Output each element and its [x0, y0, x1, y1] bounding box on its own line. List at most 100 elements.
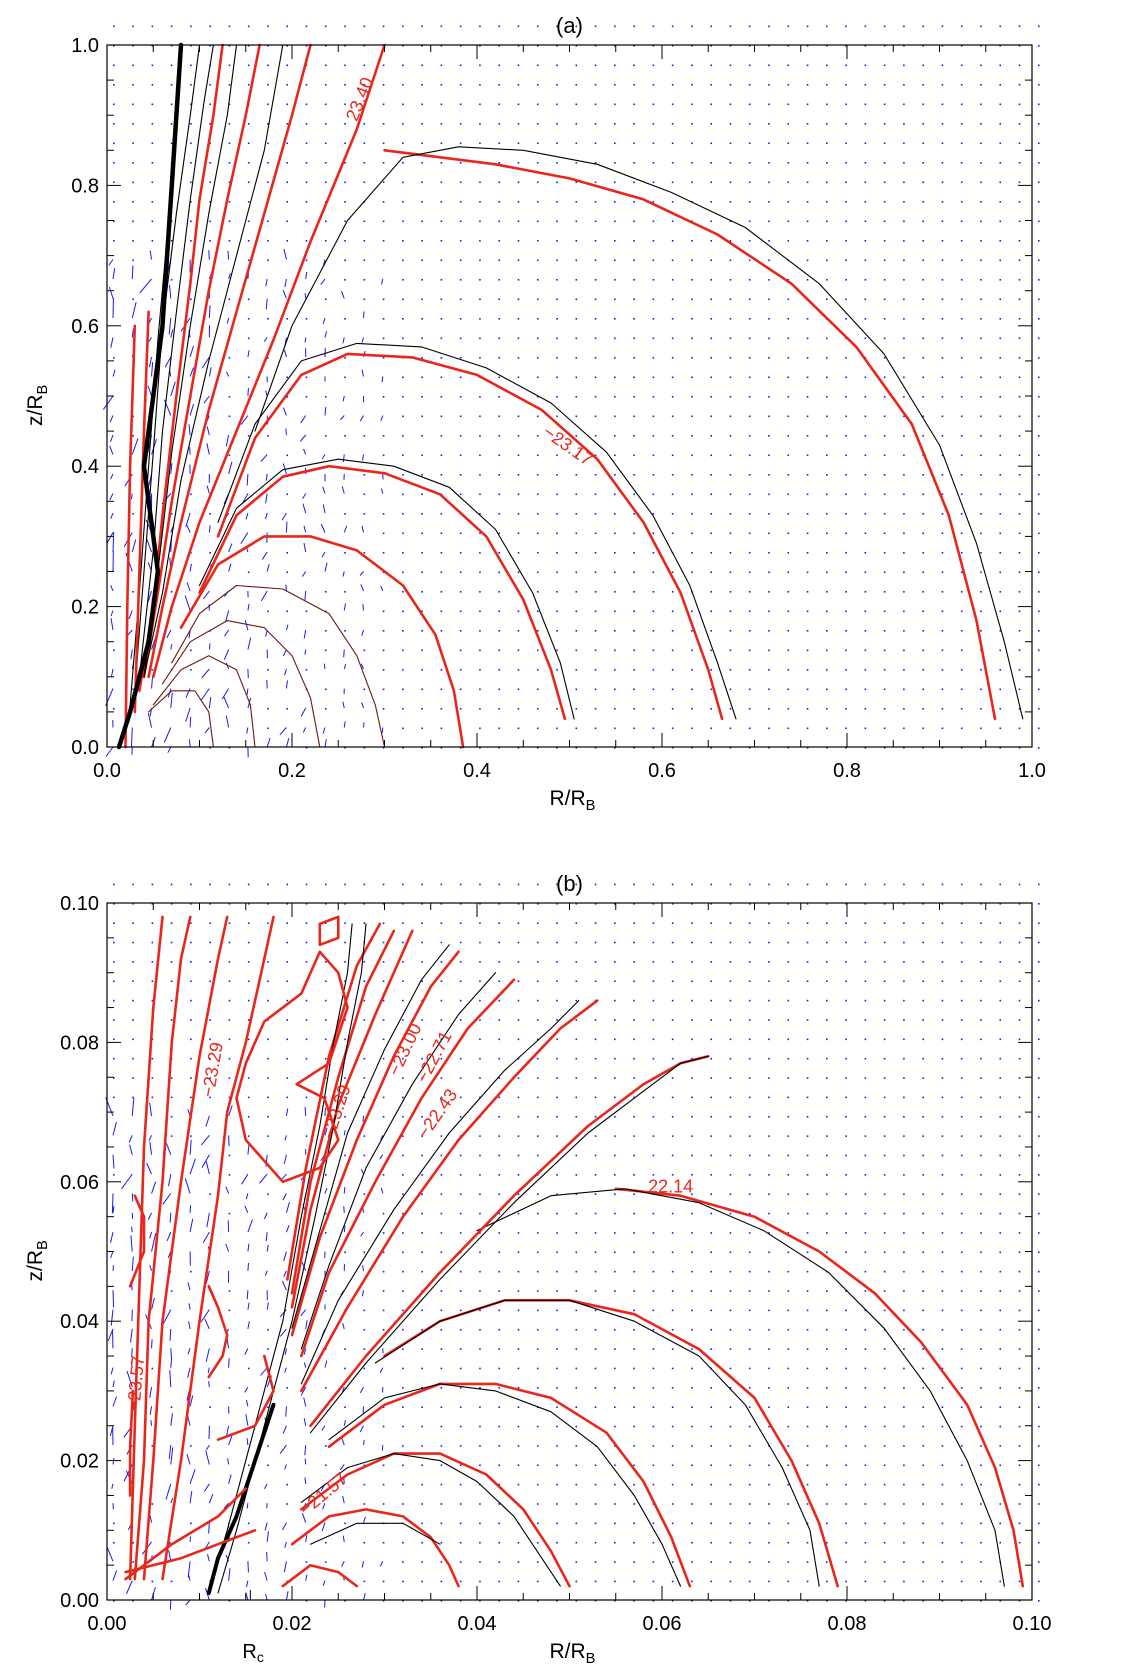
vector-dot [440, 747, 443, 749]
vector-dot [710, 220, 712, 223]
vector-dot [517, 435, 520, 437]
vector-dot [826, 1541, 828, 1544]
vector-dot [190, 941, 192, 944]
vector-dot [652, 1348, 655, 1350]
vector-dot [402, 961, 404, 963]
vector-dot [594, 25, 597, 28]
vector-dot [941, 747, 944, 749]
vector-dot [710, 961, 712, 963]
vector-dot [633, 1135, 635, 1137]
contour-line [133, 310, 150, 714]
vector-arrow [225, 1243, 230, 1252]
vector-dot [382, 298, 385, 301]
vector-dot [960, 1580, 963, 1583]
vector-dot [633, 532, 635, 535]
vector-dot [402, 162, 404, 164]
vector-dot [748, 376, 751, 379]
vector-dot [440, 1328, 443, 1331]
vector-dot [209, 220, 211, 223]
vector-dot [652, 1251, 655, 1254]
vector-dot [209, 45, 211, 47]
vector-dot [845, 1367, 847, 1370]
vector-dot [479, 84, 481, 86]
vector-dot [1038, 571, 1040, 574]
vector-arrow [128, 1135, 133, 1143]
vector-dot [1018, 1483, 1021, 1486]
vector-arrow [131, 1097, 135, 1117]
vector-dot [729, 922, 732, 924]
vector-dot [556, 1387, 558, 1389]
vector-field [102, 25, 1040, 758]
vector-dot [440, 376, 443, 379]
vector-dot [440, 630, 443, 632]
vector-dot [652, 474, 655, 476]
vector-dot [883, 337, 886, 340]
vector-dot [575, 747, 578, 749]
vector-dot [440, 1309, 443, 1312]
vector-dot [479, 1541, 481, 1544]
vector-dot [498, 903, 501, 905]
vector-dot [517, 123, 520, 125]
vector-dot [999, 45, 1002, 47]
vector-dot [710, 396, 712, 398]
vector-dot [903, 1600, 905, 1602]
vector-dot [941, 1212, 944, 1215]
vector-dot [652, 435, 655, 437]
vector-arrow [380, 585, 384, 592]
vector-dot [768, 1522, 770, 1525]
vector-dot [1018, 630, 1021, 632]
vector-dot [498, 1367, 501, 1370]
vector-dot [344, 1096, 346, 1099]
vector-dot [671, 1367, 674, 1370]
vector-dot [421, 1464, 423, 1467]
vector-dot [324, 922, 327, 924]
vector-dot [267, 727, 269, 730]
vector-dot [903, 1077, 905, 1079]
vector-dot [710, 1251, 712, 1254]
vector-dot [421, 1483, 423, 1486]
vector-dot [1038, 552, 1040, 554]
vector-dot [363, 142, 366, 145]
vector-dot [228, 123, 231, 125]
vector-dot [498, 552, 501, 554]
vector-dot [671, 591, 674, 593]
vector-dot [864, 181, 867, 184]
vector-arrow [205, 1161, 210, 1175]
vector-dot [960, 1251, 963, 1254]
vector-dot [768, 415, 770, 418]
vector-dot [267, 1077, 269, 1079]
vector-dot [402, 1251, 404, 1254]
vector-dot [999, 649, 1002, 652]
vector-dot [459, 708, 462, 710]
vector-arrow [189, 1469, 196, 1484]
vector-dot [459, 220, 462, 223]
vector-dot [729, 103, 732, 106]
vector-dot [363, 240, 366, 242]
vector-dot [536, 1503, 539, 1505]
x-axis-label-sub: B [586, 798, 596, 814]
vector-dot [999, 1309, 1002, 1312]
vector-dot [652, 571, 655, 574]
vector-dot [324, 64, 327, 67]
vector-dot [209, 903, 211, 905]
vector-arrow [149, 1406, 153, 1415]
vector-dot [479, 493, 481, 496]
vector-dot [402, 1464, 404, 1467]
vector-dot [787, 591, 790, 593]
vector-dot [575, 357, 578, 359]
vector-dot [440, 259, 443, 262]
vector-dot [826, 84, 828, 86]
vector-dot [922, 1174, 924, 1176]
vector-dot [999, 1464, 1002, 1467]
vector-dot [363, 961, 366, 963]
vector-dot [594, 883, 597, 886]
vector-dot [286, 162, 289, 164]
vector-dot [671, 922, 674, 924]
vector-dot [344, 630, 346, 632]
vector-dot [768, 220, 770, 223]
vector-dot [594, 220, 597, 223]
vector-dot [903, 1251, 905, 1254]
vector-dot [344, 1406, 346, 1408]
vector-arrow [149, 1102, 153, 1117]
vector-dot [594, 649, 597, 652]
